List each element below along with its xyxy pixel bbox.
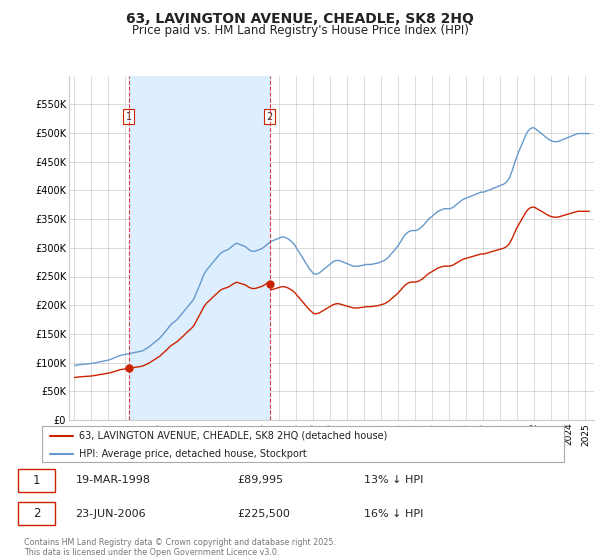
Text: £225,500: £225,500 xyxy=(237,508,290,519)
FancyBboxPatch shape xyxy=(42,426,564,462)
Text: 23-JUN-2006: 23-JUN-2006 xyxy=(76,508,146,519)
Text: 1: 1 xyxy=(126,112,132,122)
FancyBboxPatch shape xyxy=(18,469,55,492)
Text: 63, LAVINGTON AVENUE, CHEADLE, SK8 2HQ (detached house): 63, LAVINGTON AVENUE, CHEADLE, SK8 2HQ (… xyxy=(79,431,387,441)
Bar xyxy=(129,76,270,420)
Text: Contains HM Land Registry data © Crown copyright and database right 2025.
This d: Contains HM Land Registry data © Crown c… xyxy=(24,538,336,557)
FancyBboxPatch shape xyxy=(18,502,55,525)
Text: 13% ↓ HPI: 13% ↓ HPI xyxy=(364,475,423,486)
Text: 16% ↓ HPI: 16% ↓ HPI xyxy=(364,508,423,519)
Text: 2: 2 xyxy=(266,112,273,122)
Text: 1: 1 xyxy=(33,474,40,487)
Text: 63, LAVINGTON AVENUE, CHEADLE, SK8 2HQ: 63, LAVINGTON AVENUE, CHEADLE, SK8 2HQ xyxy=(126,12,474,26)
Text: Price paid vs. HM Land Registry's House Price Index (HPI): Price paid vs. HM Land Registry's House … xyxy=(131,24,469,37)
Text: £89,995: £89,995 xyxy=(237,475,283,486)
Text: HPI: Average price, detached house, Stockport: HPI: Average price, detached house, Stoc… xyxy=(79,449,306,459)
Text: 19-MAR-1998: 19-MAR-1998 xyxy=(76,475,151,486)
Text: 2: 2 xyxy=(33,507,40,520)
